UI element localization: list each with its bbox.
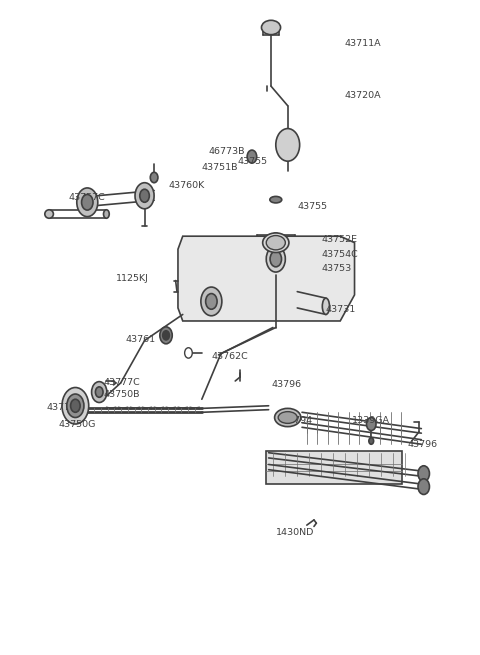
Circle shape: [140, 189, 149, 202]
Text: 43711A: 43711A: [345, 39, 382, 48]
Ellipse shape: [275, 408, 301, 426]
Circle shape: [418, 466, 430, 481]
Ellipse shape: [270, 196, 282, 203]
Circle shape: [369, 438, 373, 444]
Circle shape: [77, 188, 98, 217]
Polygon shape: [178, 236, 355, 321]
Circle shape: [71, 400, 80, 412]
Text: 43752E: 43752E: [321, 235, 357, 244]
Polygon shape: [266, 451, 402, 484]
Ellipse shape: [323, 298, 329, 314]
Circle shape: [67, 394, 84, 417]
Ellipse shape: [262, 20, 281, 35]
Circle shape: [247, 150, 257, 163]
Circle shape: [96, 387, 103, 398]
Text: 43761: 43761: [125, 335, 156, 344]
Text: 43751B: 43751B: [202, 163, 239, 172]
Circle shape: [418, 479, 430, 495]
Circle shape: [62, 388, 89, 424]
Text: 43777B: 43777B: [47, 403, 83, 411]
Text: 43757C: 43757C: [68, 193, 105, 202]
Text: 43750G: 43750G: [59, 420, 96, 428]
Circle shape: [270, 251, 281, 267]
Text: 1125KJ: 1125KJ: [116, 274, 149, 283]
Circle shape: [150, 172, 158, 183]
Text: 43755: 43755: [238, 157, 268, 166]
Text: 43796: 43796: [271, 380, 301, 389]
Circle shape: [92, 382, 107, 403]
Circle shape: [205, 293, 217, 309]
Ellipse shape: [271, 245, 281, 251]
Circle shape: [266, 246, 285, 272]
Text: 43760K: 43760K: [168, 181, 204, 190]
Circle shape: [163, 331, 169, 340]
Circle shape: [201, 287, 222, 316]
Ellipse shape: [272, 233, 279, 241]
Circle shape: [366, 417, 376, 430]
Ellipse shape: [278, 411, 297, 423]
Text: 46773B: 46773B: [209, 147, 245, 156]
Ellipse shape: [45, 210, 53, 218]
Circle shape: [160, 327, 172, 344]
Text: 43762C: 43762C: [211, 352, 248, 361]
Ellipse shape: [104, 210, 109, 218]
Ellipse shape: [266, 236, 285, 250]
Circle shape: [82, 195, 93, 210]
Circle shape: [276, 128, 300, 161]
Ellipse shape: [269, 244, 282, 252]
Text: 43794: 43794: [283, 416, 313, 424]
Text: 1339GA: 1339GA: [352, 416, 390, 424]
Text: 43720A: 43720A: [345, 92, 382, 100]
Text: 1430ND: 1430ND: [276, 529, 314, 538]
Text: 43777C: 43777C: [104, 379, 141, 388]
Text: 43753: 43753: [321, 265, 351, 273]
Ellipse shape: [263, 233, 289, 252]
Circle shape: [185, 348, 192, 358]
Text: 43750B: 43750B: [104, 390, 141, 399]
Text: 43754C: 43754C: [321, 250, 358, 259]
Circle shape: [135, 183, 154, 209]
Text: 43796: 43796: [407, 440, 437, 449]
Text: 43731: 43731: [326, 305, 356, 314]
Text: 43755: 43755: [297, 202, 327, 212]
